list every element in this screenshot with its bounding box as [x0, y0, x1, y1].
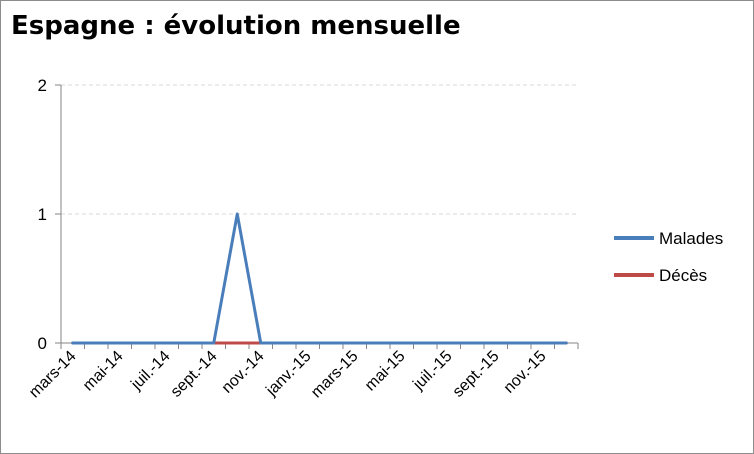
- x-tick-label: nov.-14: [219, 348, 268, 397]
- x-tick-label: juil.-15: [410, 348, 456, 394]
- legend-label: Décès: [659, 266, 707, 285]
- x-tick-label: mai-14: [80, 348, 127, 395]
- x-tick-label: mai-15: [362, 348, 409, 395]
- x-tick-label: sept.-15: [450, 348, 503, 401]
- x-tick-label: nov.-15: [501, 348, 550, 397]
- series-line-malades: [71, 212, 568, 345]
- x-tick-label: juil.-14: [128, 348, 174, 394]
- x-tick-label: mars-15: [308, 348, 362, 402]
- x-tick-label: sept.-14: [168, 348, 221, 401]
- chart-title: Espagne : évolution mensuelle: [11, 11, 461, 41]
- x-tick-label: janv.-15: [262, 348, 314, 400]
- legend-label: Malades: [659, 229, 723, 248]
- x-tick-label: mars-14: [26, 348, 80, 402]
- y-tick-label: 0: [38, 334, 47, 353]
- y-tick-label: 2: [38, 76, 47, 95]
- y-tick-label: 1: [38, 205, 47, 224]
